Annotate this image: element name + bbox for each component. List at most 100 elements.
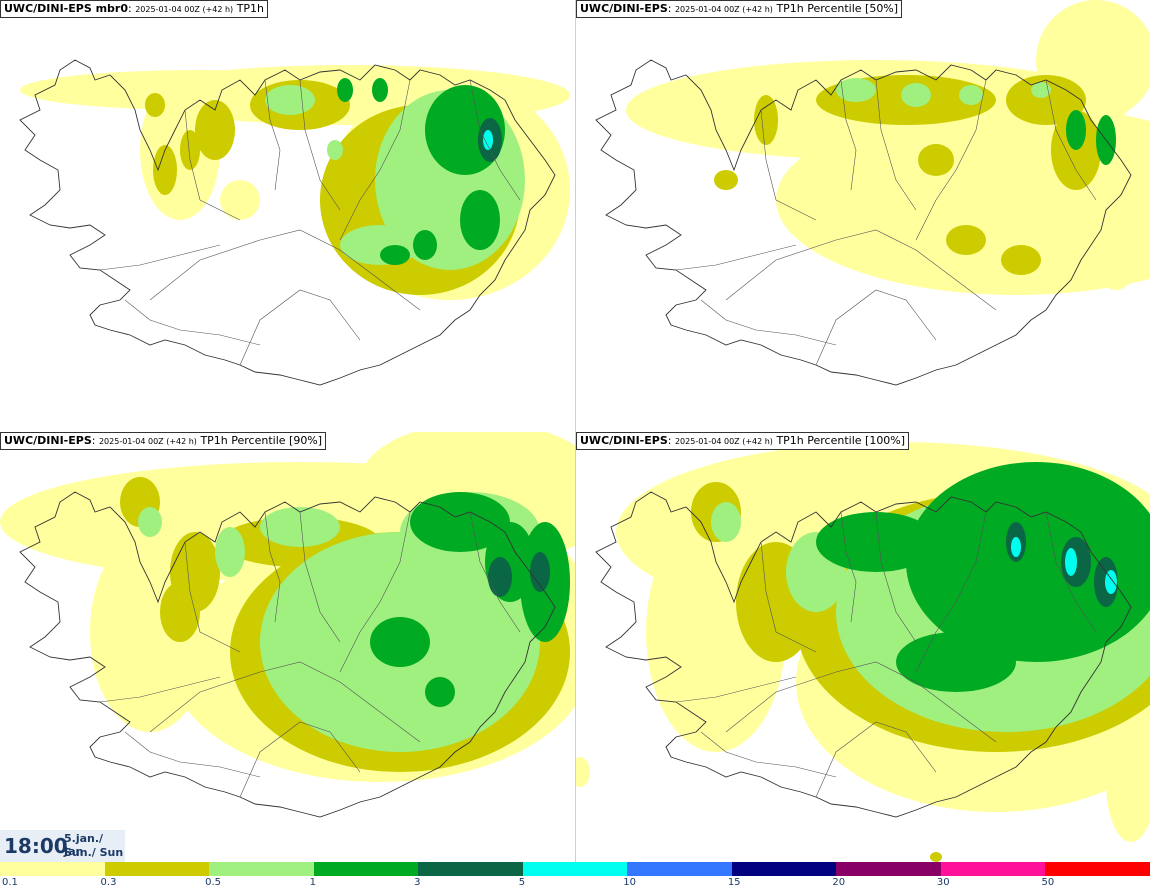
precip-contour xyxy=(918,144,954,176)
precip-contour xyxy=(410,492,510,552)
precip-contour xyxy=(1011,537,1021,557)
road-line xyxy=(700,299,837,346)
precip-contour xyxy=(153,145,177,195)
precip-contour xyxy=(754,95,778,145)
coastline xyxy=(19,491,556,818)
legend-tick-label: 10 xyxy=(623,877,636,888)
legend-swatch xyxy=(209,862,315,876)
panel-p50: UWC/DINI-EPS: 2025-01-04 00Z (+42 h) TP1… xyxy=(576,0,1150,431)
precip-contour xyxy=(946,225,986,255)
road-line xyxy=(149,229,421,311)
road-line xyxy=(339,79,411,241)
road-line xyxy=(239,721,361,798)
valid-time-box: 18:00 5.jan./ Jan Sun./ Sun xyxy=(0,830,125,862)
road-line xyxy=(299,79,341,211)
precip-contour xyxy=(327,140,343,160)
precip-contour xyxy=(370,617,430,667)
legend-swatch xyxy=(522,862,629,876)
road-line xyxy=(675,244,797,271)
road-line xyxy=(1045,79,1097,201)
precip-contour xyxy=(576,757,590,787)
legend-tick-label: 5 xyxy=(518,877,526,888)
precip-field xyxy=(20,65,570,300)
road-line xyxy=(184,541,241,653)
road-line xyxy=(840,79,857,191)
precip-contour xyxy=(260,507,340,547)
legend-swatch xyxy=(313,862,420,876)
road-line xyxy=(469,79,521,201)
panel-title: UWC/DINI-EPS mbr0: 2025-01-04 00Z (+42 h… xyxy=(0,0,269,18)
road-line xyxy=(264,511,281,623)
coastline xyxy=(595,59,1132,386)
precip-contour xyxy=(380,245,410,265)
precip-contour xyxy=(138,507,162,537)
precip-contour xyxy=(1106,722,1150,842)
road-line xyxy=(915,79,987,241)
precip-contour xyxy=(1105,570,1117,594)
precip-contour xyxy=(180,130,200,170)
precip-contour xyxy=(488,557,512,597)
road-line xyxy=(700,731,837,778)
coastline xyxy=(19,59,556,386)
legend-swatch xyxy=(0,862,106,876)
road-line xyxy=(339,511,411,673)
road-line xyxy=(875,511,917,643)
precip-field xyxy=(0,432,575,782)
valid-date: 5.jan./ Jan xyxy=(64,832,104,858)
road-line xyxy=(239,289,361,366)
road-line xyxy=(840,511,857,623)
road-line xyxy=(915,511,987,673)
precip-contour xyxy=(1031,82,1051,98)
precip-contour xyxy=(836,78,876,102)
road-line xyxy=(264,79,281,191)
valid-weekday: Sun./ Sun xyxy=(64,846,124,859)
panel-p100: UWC/DINI-EPS: 2025-01-04 00Z (+42 h) TP1… xyxy=(576,432,1150,863)
precip-contour xyxy=(1006,75,1086,125)
precip-contour xyxy=(816,512,936,572)
precip-contour xyxy=(425,677,455,707)
legend-tick-label: 3 xyxy=(414,877,421,888)
panel-p90: UWC/DINI-EPS: 2025-01-04 00Z (+42 h) TP1… xyxy=(0,432,575,863)
legend-tick-label: 0.1 xyxy=(2,877,18,888)
precip-contour xyxy=(195,100,235,160)
precip-contour xyxy=(220,180,260,220)
road-line xyxy=(675,676,797,703)
panel-title: UWC/DINI-EPS: 2025-01-04 00Z (+42 h) TP1… xyxy=(576,0,903,18)
road-line xyxy=(875,79,917,211)
legend-swatch xyxy=(940,862,1047,876)
legend-tick-label: 30 xyxy=(936,877,950,888)
precip-contour xyxy=(714,170,738,190)
precip-field xyxy=(626,0,1150,295)
coastline xyxy=(595,491,1132,818)
road-line xyxy=(149,661,421,743)
legend-swatch xyxy=(627,862,733,876)
precip-contour xyxy=(1065,548,1077,576)
legend-swatch xyxy=(104,862,211,876)
precip-contour xyxy=(930,852,942,862)
precip-field xyxy=(576,442,1150,862)
legend-tick-label: 1 xyxy=(309,877,316,888)
precip-contour xyxy=(901,83,931,107)
precip-contour xyxy=(530,552,550,592)
road-line xyxy=(184,109,241,221)
precip-map xyxy=(0,432,575,818)
road-line xyxy=(99,244,221,271)
precip-map xyxy=(19,59,570,386)
panel-divider xyxy=(575,0,576,862)
road-line xyxy=(760,541,817,653)
panel-title: UWC/DINI-EPS: 2025-01-04 00Z (+42 h) TP1… xyxy=(576,432,910,450)
panel-mbr0: UWC/DINI-EPS mbr0: 2025-01-04 00Z (+42 h… xyxy=(0,0,575,431)
precip-contour xyxy=(896,632,1016,692)
legend-tick-label: 0.5 xyxy=(205,877,221,888)
precip-contour xyxy=(1001,245,1041,275)
legend-swatch xyxy=(836,862,942,876)
precip-contour xyxy=(413,230,437,260)
road-line xyxy=(815,289,937,366)
precip-contour xyxy=(959,85,983,105)
panel-title: UWC/DINI-EPS: 2025-01-04 00Z (+42 h) TP1… xyxy=(0,432,327,450)
precip-contour xyxy=(337,78,353,102)
road-line xyxy=(299,511,341,643)
road-line xyxy=(815,721,937,798)
road-line xyxy=(469,511,521,633)
road-line xyxy=(760,109,817,221)
